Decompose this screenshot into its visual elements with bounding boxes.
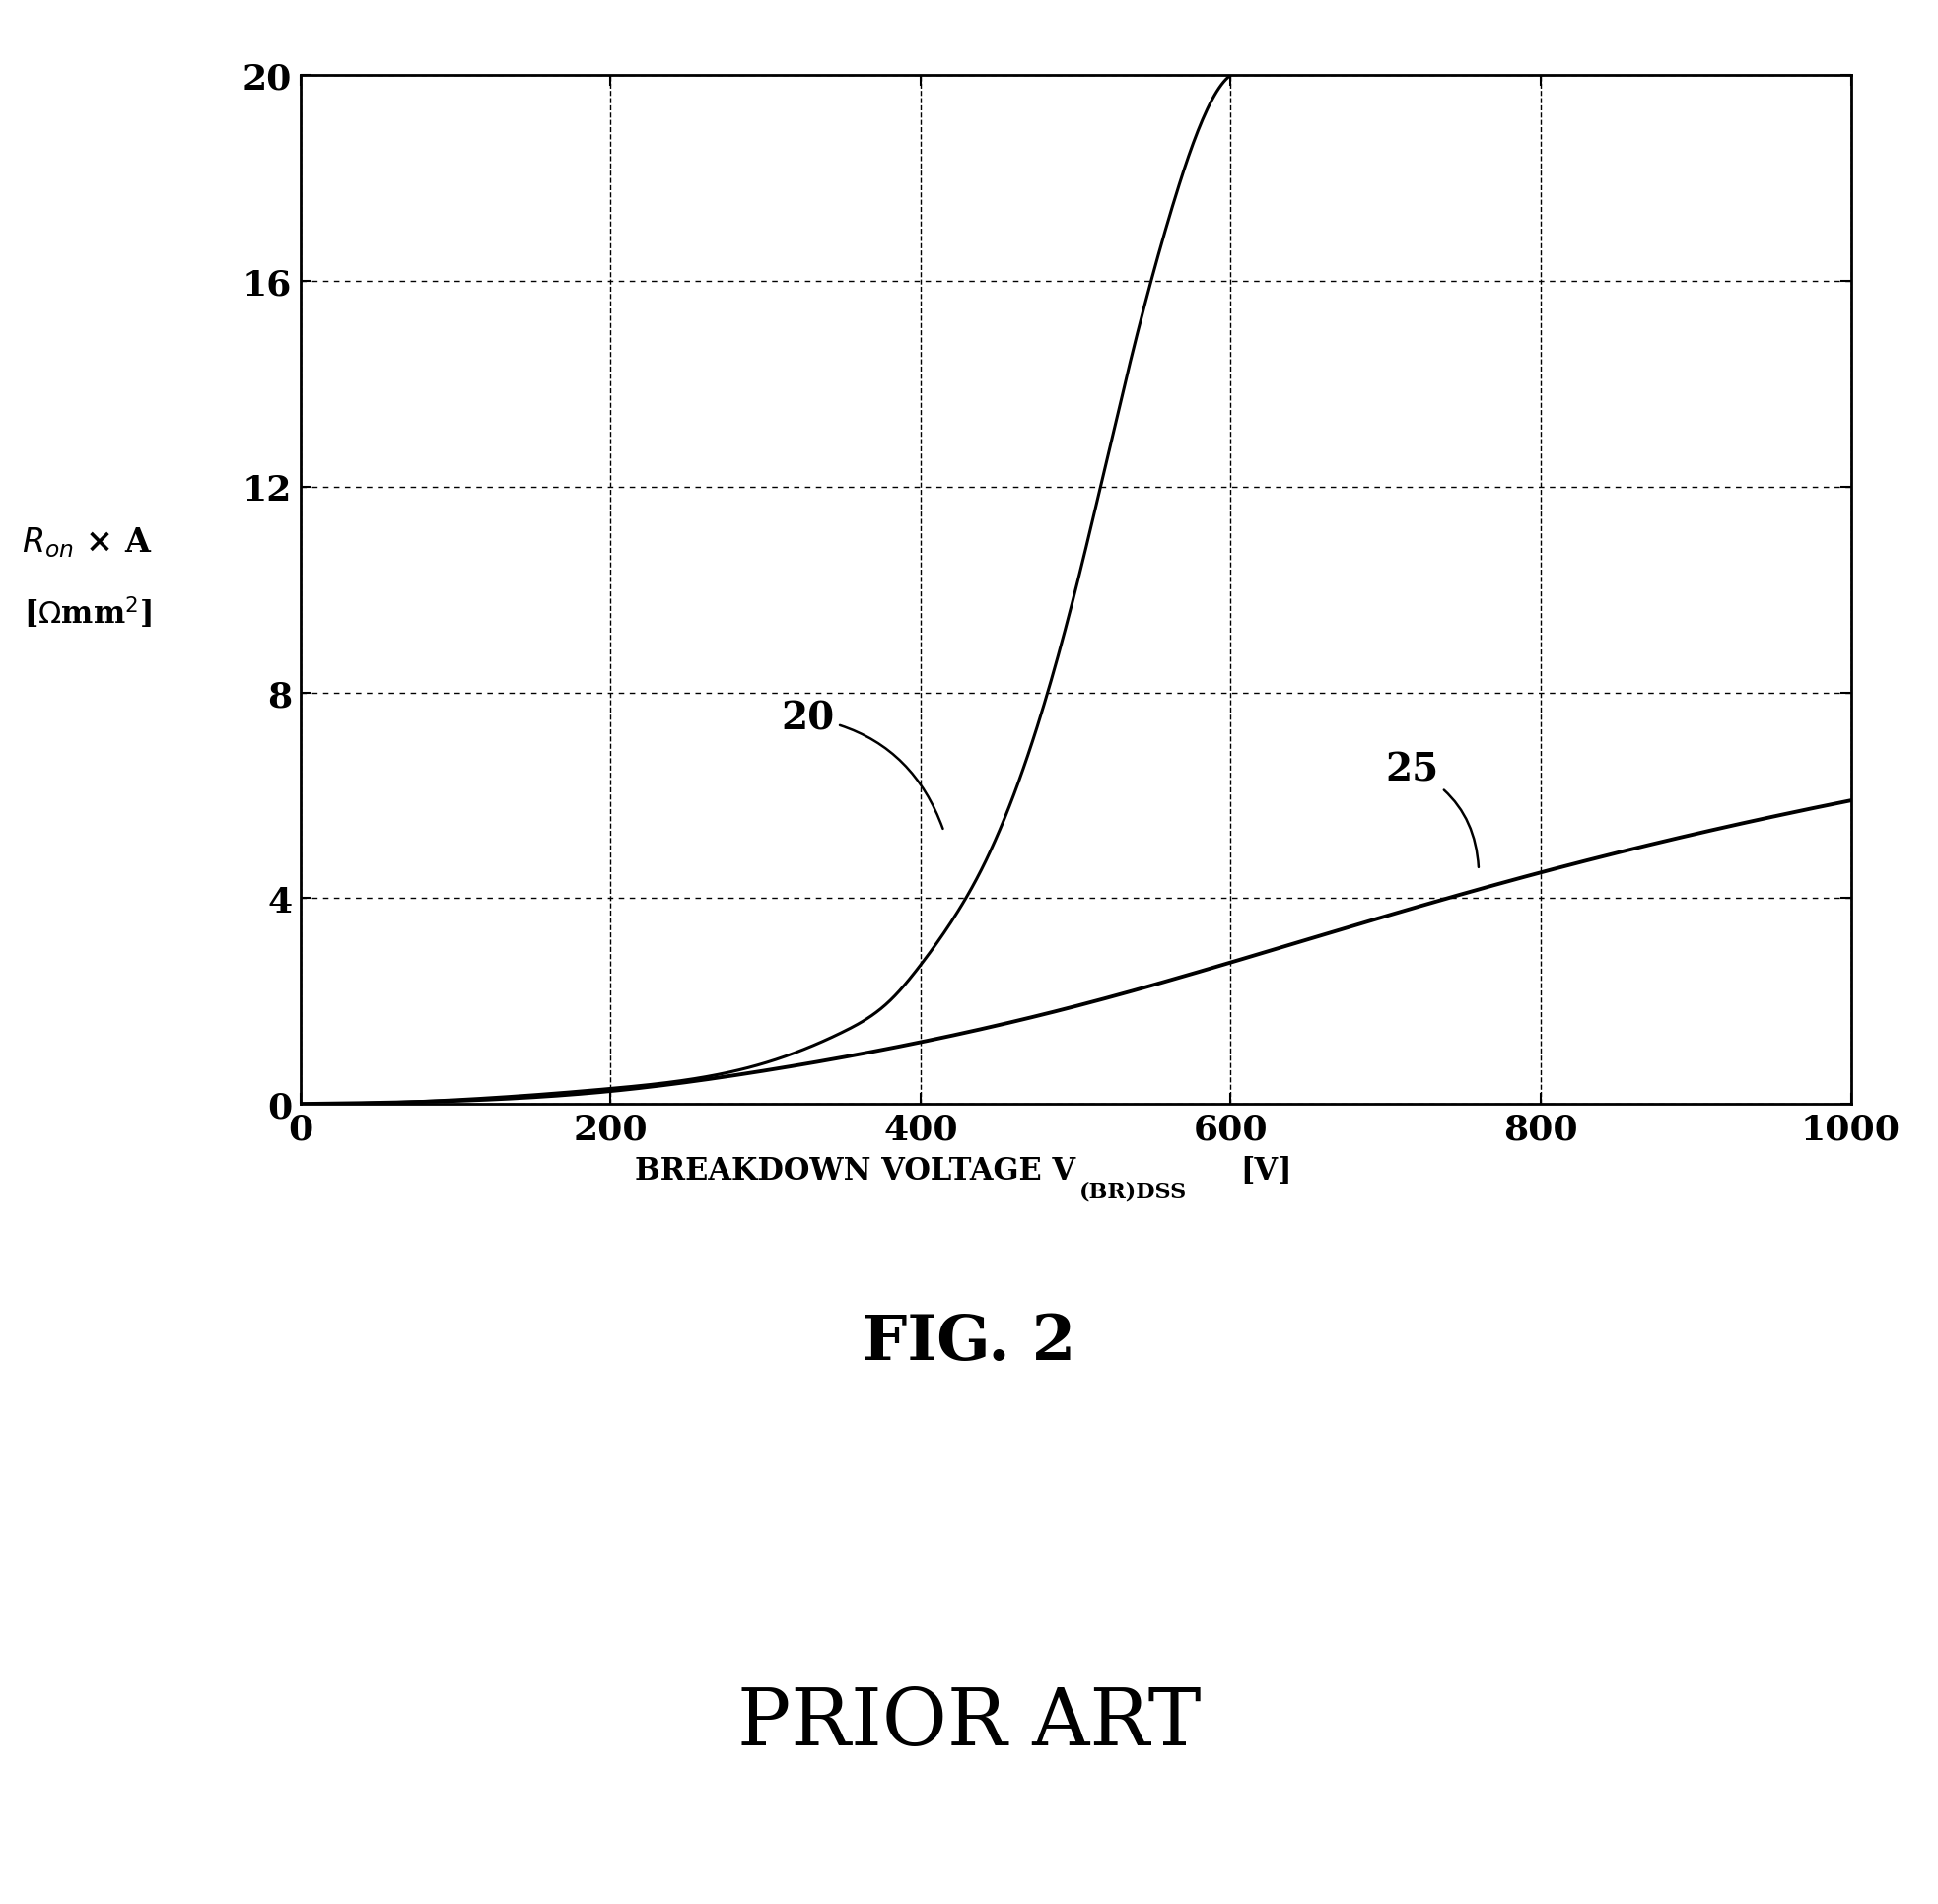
Text: [V]: [V] [1240, 1156, 1293, 1186]
Text: FIG. 2: FIG. 2 [862, 1312, 1076, 1373]
Text: PRIOR ART: PRIOR ART [736, 1685, 1202, 1761]
Text: 20: 20 [781, 699, 944, 830]
Text: (BR)DSS: (BR)DSS [1079, 1180, 1188, 1201]
Text: 25: 25 [1386, 750, 1479, 868]
Text: [$\Omega$mm$^2$]: [$\Omega$mm$^2$] [23, 596, 151, 630]
Text: $R_{on}$ × A: $R_{on}$ × A [21, 526, 153, 560]
Text: BREAKDOWN VOLTAGE V: BREAKDOWN VOLTAGE V [636, 1156, 1076, 1186]
